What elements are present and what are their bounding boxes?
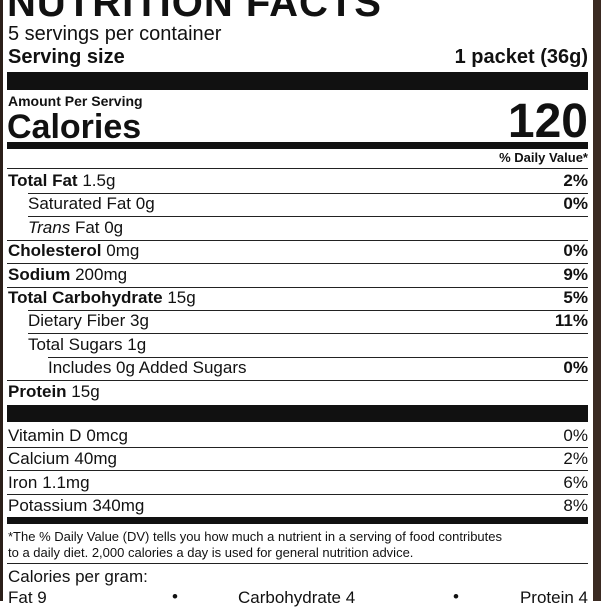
nutrient-row: Cholesterol 0mg bbox=[8, 242, 139, 259]
nutrient-amount: 15g bbox=[167, 288, 196, 307]
calories-per-gram: Calories per gram: bbox=[8, 567, 148, 586]
rule bbox=[7, 380, 588, 382]
nutrient-name: Total Fat bbox=[8, 171, 78, 190]
daily-value: 0% bbox=[563, 358, 588, 378]
serving-size-label: Serving size bbox=[8, 46, 125, 68]
nutrient-row: Total Carbohydrate 15g bbox=[8, 289, 196, 306]
nutrient-name: Includes 0g Added Sugars bbox=[48, 358, 247, 378]
nutrient-name: Dietary Fiber bbox=[28, 311, 126, 331]
vitamin-amount: 1.1mg bbox=[42, 472, 90, 492]
nutrient-amount: 15g bbox=[71, 381, 100, 401]
nutrient-name: Trans bbox=[28, 217, 71, 237]
nutrient-amount: 0g bbox=[135, 194, 155, 214]
nutrient-row: Dietary Fiber 3g bbox=[28, 312, 149, 329]
calories-label: Calories bbox=[7, 108, 142, 146]
rule bbox=[7, 493, 588, 495]
serving-size: 1 packet (36g) bbox=[454, 46, 588, 68]
nutrient-amount: 1g bbox=[127, 334, 147, 354]
rule bbox=[7, 168, 588, 169]
border-right bbox=[593, 0, 601, 601]
vitamin-dv: 8% bbox=[563, 496, 588, 516]
servings: 5 servings per container bbox=[8, 23, 222, 45]
rule bbox=[7, 470, 588, 472]
bullet: • bbox=[172, 587, 178, 606]
medium-rule bbox=[7, 142, 588, 149]
nutrient-name: Sodium bbox=[8, 264, 71, 284]
amount-per-serving: Amount Per Serving bbox=[8, 93, 143, 109]
rule bbox=[7, 286, 588, 288]
nutrient-row: Total Fat 1.5g bbox=[8, 172, 115, 189]
vitamin-dv: 0% bbox=[563, 426, 588, 445]
nutrient-row: Total Sugars 1g bbox=[28, 336, 146, 353]
thick-rule bbox=[7, 405, 588, 422]
cpg-item: Fat 9 bbox=[8, 588, 47, 607]
vitamin-name: Potassium bbox=[8, 496, 88, 516]
rule bbox=[7, 447, 588, 448]
nutrient-name: Cholesterol bbox=[8, 241, 102, 261]
daily-value: 9% bbox=[563, 264, 588, 284]
vitamin-amount: 340mg bbox=[92, 496, 145, 516]
cpg-item: Carbohydrate 4 bbox=[238, 588, 356, 607]
cpg-item: Protein 4 bbox=[519, 588, 588, 607]
vitamin-dv: 2% bbox=[563, 449, 588, 469]
bullet: • bbox=[453, 587, 459, 606]
nutrient-row: Saturated Fat 0g bbox=[28, 195, 155, 212]
dv-header: % Daily Value* bbox=[499, 150, 588, 165]
rule bbox=[28, 193, 588, 194]
vitamin-name: Vitamin D bbox=[8, 426, 82, 445]
daily-value: 0% bbox=[563, 194, 588, 214]
daily-value: 11% bbox=[554, 311, 588, 331]
footnote: to a daily diet. 2,000 calories a day is… bbox=[8, 545, 414, 560]
thick-rule bbox=[7, 72, 588, 90]
nutrient-name: Saturated Fat bbox=[28, 194, 132, 214]
nutrient-row: Sodium 200mg bbox=[8, 266, 127, 283]
nutrient-name: Protein bbox=[8, 381, 67, 401]
daily-value: 2% bbox=[563, 171, 588, 190]
medium-rule bbox=[7, 517, 588, 524]
nutrient-amount: 3g bbox=[130, 311, 149, 331]
rule bbox=[7, 563, 588, 564]
footnote: *The % Daily Value (DV) tells you how mu… bbox=[8, 529, 502, 544]
vitamin-amount: 40mg bbox=[74, 449, 117, 469]
nutrient-name: Total Sugars bbox=[28, 334, 123, 354]
nutrient-amount: 200mg bbox=[75, 264, 128, 284]
vitamin-name: Calcium bbox=[8, 449, 70, 469]
rule bbox=[48, 356, 588, 358]
nutrient-name: Total Carbohydrate bbox=[8, 288, 163, 307]
vitamin-dv: 6% bbox=[563, 472, 588, 492]
rule bbox=[7, 263, 588, 265]
daily-value: 0% bbox=[563, 241, 588, 261]
nutrient-row: Includes 0g Added Sugars bbox=[48, 359, 246, 376]
nutrient-amount: Fat 0g bbox=[74, 217, 124, 237]
rule bbox=[28, 310, 588, 311]
nutrient-row: Trans Fat 0g bbox=[28, 219, 123, 236]
rule bbox=[28, 333, 588, 335]
rule bbox=[7, 239, 588, 241]
nutrient-amount: 0mg bbox=[106, 241, 140, 261]
nutrient-amount: 1.5g bbox=[82, 171, 116, 190]
border-left bbox=[0, 0, 3, 601]
vitamin-amount: 0mcg bbox=[86, 426, 128, 445]
title: NUTRITION FACTS bbox=[7, 0, 382, 25]
calories-value: 120 bbox=[507, 95, 588, 148]
daily-value: 5% bbox=[563, 288, 588, 307]
rule bbox=[28, 216, 588, 218]
nutrient-row: Protein 15g bbox=[8, 383, 100, 400]
vitamin-name: Iron bbox=[8, 472, 38, 492]
